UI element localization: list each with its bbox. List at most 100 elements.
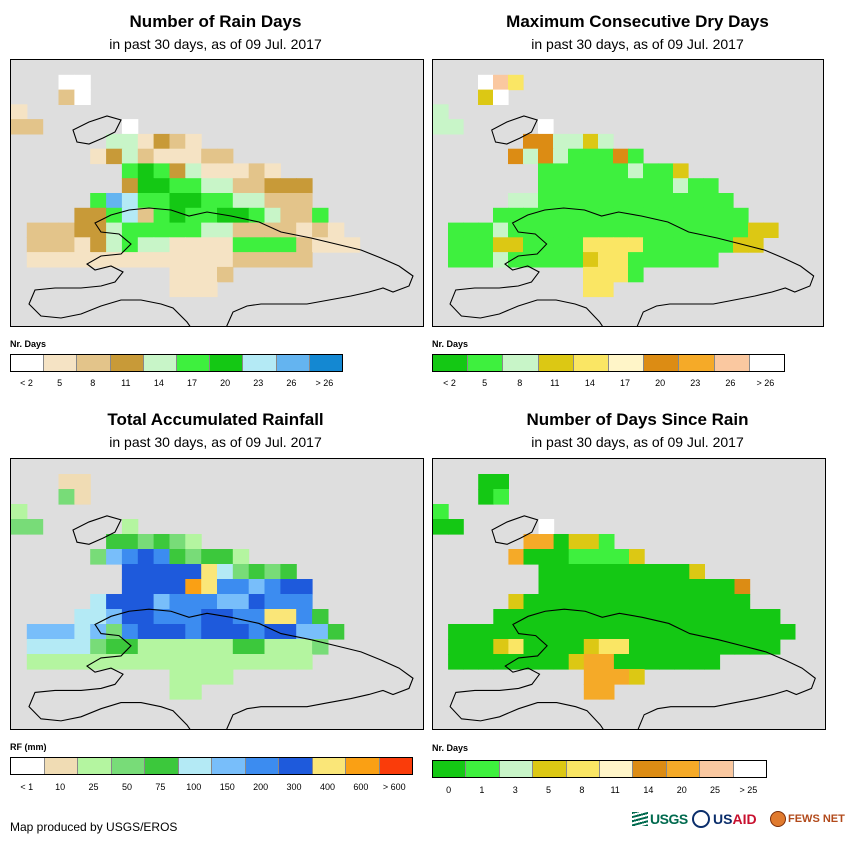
grid-cell	[629, 669, 645, 685]
grid-cell	[201, 654, 218, 670]
grid-cell	[201, 178, 218, 194]
legend-swatch	[211, 758, 245, 774]
grid-cell	[201, 609, 218, 625]
grid-cell	[659, 654, 675, 670]
grid-cell	[703, 252, 719, 268]
grid-cell	[493, 222, 509, 238]
grid-cell	[74, 639, 91, 655]
legend-swatch	[713, 355, 749, 371]
grid-cell	[748, 237, 764, 253]
grid-cell	[538, 133, 554, 150]
coastline	[72, 115, 122, 145]
grid-cell	[232, 163, 250, 179]
grid-cell	[689, 654, 705, 670]
grid-cell	[448, 222, 464, 238]
grid-cell	[185, 178, 202, 194]
grid-cell	[553, 193, 569, 209]
grid-cell	[26, 222, 44, 238]
grid-cell	[508, 222, 524, 238]
grid-cell	[598, 549, 615, 565]
grid-cell	[185, 534, 202, 550]
grid-cell	[137, 594, 155, 610]
legend-swatch	[110, 758, 144, 774]
grid-cell	[628, 178, 644, 194]
legend-label: 20	[676, 785, 687, 795]
grid-cell	[185, 222, 202, 238]
grid-cell	[478, 74, 494, 91]
grid-cell	[749, 639, 766, 655]
grid-cell	[553, 163, 569, 179]
grid-cell	[673, 207, 689, 224]
grid-cell	[169, 684, 186, 700]
grid-cell	[185, 579, 202, 595]
grid-cell	[296, 237, 313, 253]
grid-cell	[629, 624, 645, 640]
grid-cell	[598, 222, 614, 238]
grid-cell	[169, 252, 186, 268]
grid-cell	[568, 579, 585, 595]
grid-cell	[674, 594, 690, 610]
grid-cell	[704, 594, 721, 610]
grid-cell	[508, 624, 525, 640]
grid-cell	[106, 133, 123, 150]
legend-label: 5	[482, 378, 488, 388]
legend-swatch	[678, 355, 714, 371]
legend-bar	[432, 760, 767, 778]
grid-cell	[312, 237, 329, 253]
grid-cell	[90, 252, 107, 268]
grid-cell	[153, 624, 170, 640]
grid-cell	[448, 639, 464, 655]
grid-cell	[719, 639, 736, 655]
grid-cell	[280, 237, 297, 253]
grid-cell	[121, 193, 139, 209]
grid-cell	[169, 564, 186, 580]
grid-cell	[613, 252, 629, 268]
grid-cell	[733, 207, 749, 224]
grid-cell	[217, 549, 234, 565]
grid-cell	[217, 579, 234, 595]
legend-swatch	[467, 355, 503, 371]
grid-cell	[763, 222, 779, 238]
grid-cell	[463, 639, 479, 655]
grid-cell	[90, 639, 107, 655]
grid-cell	[538, 119, 554, 135]
grid-cell	[280, 564, 297, 580]
grid-cell	[264, 579, 281, 595]
grid-cell	[137, 549, 155, 565]
grid-cell	[553, 624, 570, 640]
grid-cell	[478, 474, 494, 490]
grid-cell	[643, 193, 659, 209]
legend-label: < 2	[20, 378, 33, 388]
coastline	[491, 115, 538, 145]
grid-cell	[74, 474, 91, 490]
grid-cell	[121, 654, 139, 670]
grid-cell	[674, 609, 690, 625]
panel-title: Maximum Consecutive Dry Days	[506, 12, 769, 31]
grid-cell	[217, 266, 234, 283]
grid-cell	[106, 639, 123, 655]
grid-cell	[568, 624, 585, 640]
grid-cell	[137, 609, 155, 625]
grid-cell	[106, 549, 123, 565]
grid-cell	[185, 237, 202, 253]
grid-cell	[688, 252, 704, 268]
legend-label: 14	[584, 378, 595, 388]
grid-cell	[185, 193, 202, 209]
grid-cell	[448, 519, 464, 535]
grid-cell	[201, 669, 218, 685]
grid-cell	[568, 549, 585, 565]
grid-cell	[613, 178, 629, 194]
grid-cell	[703, 207, 719, 224]
grid-cell	[628, 252, 644, 268]
grid-cell	[568, 639, 585, 655]
grid-cell	[704, 654, 721, 670]
grid-cell	[153, 252, 170, 268]
legend-swatch	[502, 355, 538, 371]
grid-cell	[613, 266, 629, 283]
usaid-seal-icon	[692, 810, 710, 828]
grid-cell	[598, 281, 614, 298]
grid-cell	[583, 624, 600, 640]
grid-cell	[583, 564, 600, 580]
grid-cell	[644, 564, 660, 580]
grid-cell	[734, 594, 751, 610]
